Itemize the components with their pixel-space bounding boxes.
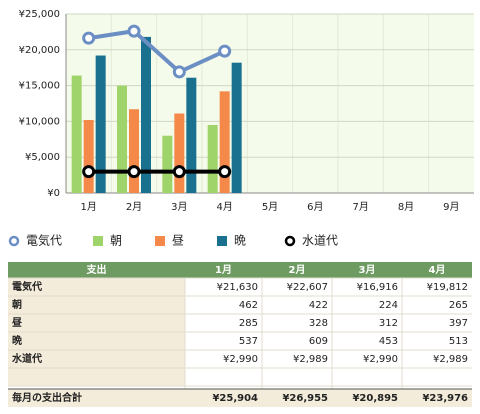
table-cell: 晩	[12, 334, 22, 347]
legend-marker	[155, 236, 165, 246]
legend-marker	[93, 236, 103, 246]
bar	[232, 63, 242, 193]
table-cell: 609	[309, 336, 328, 347]
y-tick-label: ¥0	[47, 188, 60, 199]
table-cell: 513	[449, 336, 468, 347]
line-marker	[129, 167, 139, 177]
legend-marker	[217, 236, 227, 246]
table-cell: 462	[239, 300, 258, 311]
table-cell: 397	[449, 318, 468, 329]
bar	[141, 37, 151, 193]
table-cell: ¥19,812	[427, 282, 468, 293]
bar	[117, 86, 127, 193]
legend-marker	[286, 237, 294, 245]
table-cell: 285	[239, 318, 258, 329]
line-marker	[84, 167, 94, 177]
y-tick-label: ¥15,000	[19, 81, 60, 92]
y-tick-label: ¥5,000	[25, 152, 60, 163]
x-tick-label: 4月	[216, 201, 232, 213]
bar	[162, 136, 172, 193]
line-marker	[84, 33, 94, 43]
header-cell: 1月	[215, 264, 232, 276]
table-cell: ¥2,990	[363, 354, 398, 365]
table-cell: 312	[379, 318, 398, 329]
line-marker	[174, 67, 184, 77]
table-cell: 453	[379, 336, 398, 347]
table-header	[8, 262, 472, 278]
x-tick-label: 9月	[443, 201, 459, 213]
table-cell: ¥16,916	[357, 282, 398, 293]
footer-cell: ¥23,976	[422, 393, 468, 404]
table-cell: 電気代	[12, 280, 42, 293]
x-tick-label: 1月	[80, 201, 96, 213]
x-tick-label: 3月	[171, 201, 187, 213]
bar	[72, 76, 82, 193]
header-cell: 4月	[429, 264, 446, 276]
table-cell: ¥2,990	[223, 354, 258, 365]
table-cell: ¥21,630	[217, 282, 258, 293]
x-tick-label: 7月	[352, 201, 368, 213]
y-tick-label: ¥10,000	[19, 116, 60, 127]
y-tick-label: ¥20,000	[19, 45, 60, 56]
bar	[84, 120, 94, 193]
legend-label: 水道代	[302, 234, 338, 248]
bar	[208, 125, 218, 193]
bar	[129, 109, 139, 193]
legend-marker	[10, 237, 18, 245]
line-marker	[220, 46, 230, 56]
footer-cell: ¥20,895	[352, 393, 398, 404]
x-tick-label: 2月	[126, 201, 142, 213]
header-cell: 3月	[359, 264, 376, 276]
table-cell: 328	[309, 318, 328, 329]
table-cell: 昼	[12, 317, 22, 329]
header-cell: 支出	[86, 263, 107, 276]
table-cell: 537	[239, 336, 258, 347]
footer-cell: 毎月の支出合計	[12, 391, 82, 404]
x-tick-label: 5月	[262, 201, 278, 213]
legend-label: 朝	[110, 234, 122, 248]
table-cell: 水道代	[11, 352, 42, 365]
legend-label: 晩	[234, 234, 246, 248]
table-cell: ¥2,989	[293, 354, 328, 365]
table-cell: 224	[379, 300, 398, 311]
bar	[186, 78, 196, 193]
line-marker	[129, 26, 139, 36]
x-tick-label: 6月	[307, 201, 323, 213]
table-cell: 422	[309, 300, 328, 311]
header-cell: 2月	[289, 264, 306, 276]
table-cell: ¥22,607	[287, 282, 328, 293]
line-marker	[174, 167, 184, 177]
legend-label: 昼	[172, 234, 184, 248]
legend-label: 電気代	[26, 233, 62, 248]
x-tick-label: 8月	[398, 201, 414, 213]
plot-area	[66, 14, 474, 193]
table-cell: 朝	[12, 298, 22, 311]
y-tick-label: ¥25,000	[19, 9, 60, 20]
bar	[174, 114, 184, 193]
footer-cell: ¥26,955	[282, 393, 328, 404]
table-cell: ¥2,989	[433, 354, 468, 365]
line-marker	[220, 167, 230, 177]
table-cell: 265	[449, 300, 468, 311]
footer-cell: ¥25,904	[212, 393, 258, 404]
